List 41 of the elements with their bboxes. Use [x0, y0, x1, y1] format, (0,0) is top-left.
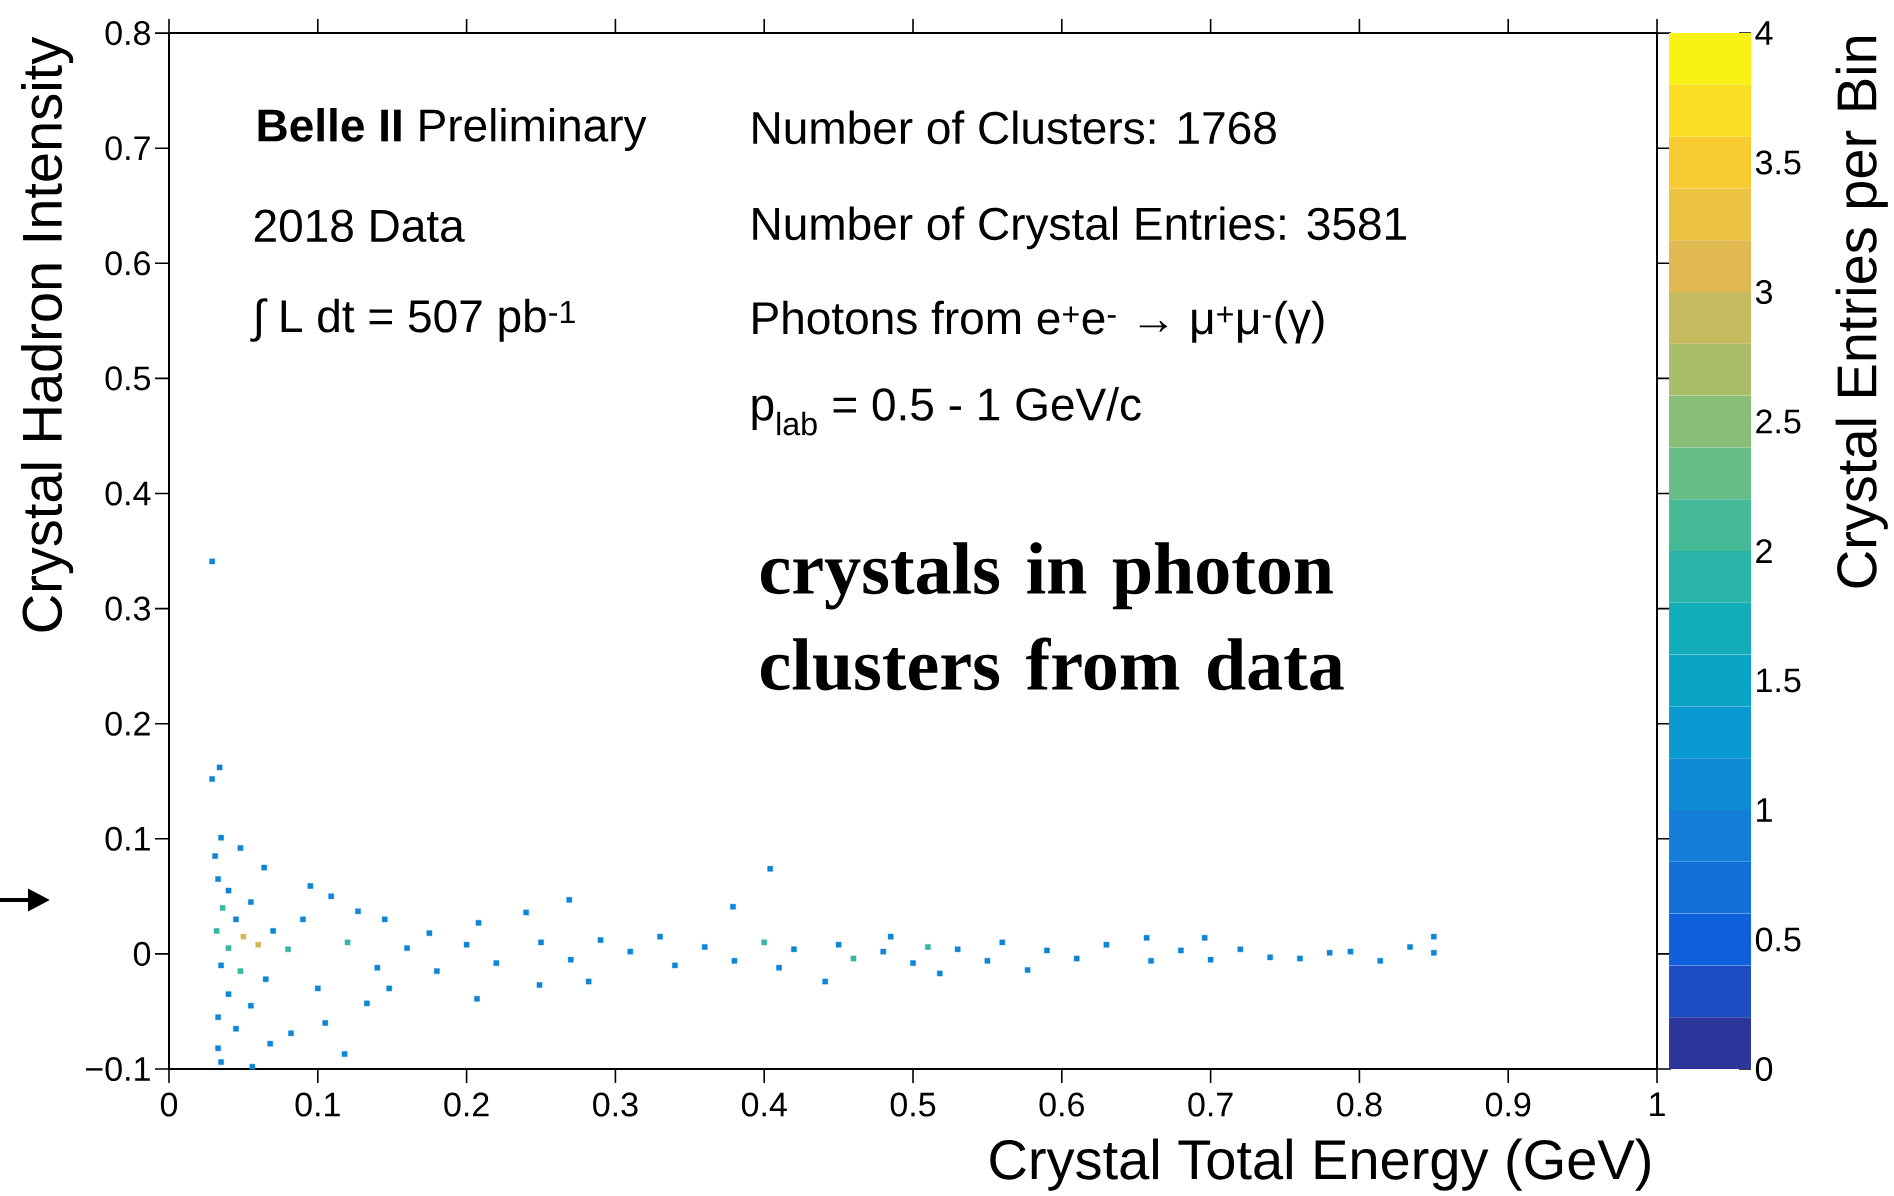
y-tick-label: 0.2: [105, 711, 150, 736]
x-tick-label: 0.1: [295, 1092, 340, 1117]
y-tick-label: −0.1: [86, 1056, 150, 1082]
y-tick-label: 0: [133, 941, 151, 966]
x-tick-label: 1: [1650, 1092, 1665, 1116]
annotation: crystals in photon clusters from data: [760, 542, 1344, 691]
color-bar-label: 3.5: [1755, 150, 1801, 175]
text: Photons from e$^{+}$e$^{-}$ → μ$^{+}$μ$^{-}$(γ): [753, 300, 1324, 344]
color-bar-label: 2: [1756, 539, 1772, 563]
color-bar-label: 3: [1755, 279, 1772, 305]
x-tick-label: 0.3: [593, 1092, 638, 1117]
color-bar-label: 2.5: [1756, 409, 1801, 434]
y-tick-label: 0.4: [105, 481, 151, 506]
color-bar-title: Crystal Entries per Bin: [1835, 36, 1888, 588]
y-tick-label: 0.1: [105, 826, 150, 851]
y-axis-title: Crystal Hadron Intensity: [21, 36, 74, 632]
y-tick-label: 0.3: [105, 596, 150, 621]
x-tick-label: 0.6: [1039, 1092, 1084, 1117]
annotation: Number of Clusters: 1768: [753, 110, 1276, 145]
y-tick-label: 0.7: [105, 136, 150, 161]
y-tick-label: 0.6: [105, 251, 150, 276]
color-bar-label: 1.5: [1757, 668, 1801, 693]
annotation: Number of Crystal Entries: 3581: [753, 206, 1406, 250]
x-tick-label: 0.2: [444, 1092, 489, 1117]
color-bar-label: 0: [1755, 1056, 1773, 1082]
x-tick-label: 0.9: [1485, 1092, 1531, 1117]
annotation: p$_{lab}$ = 0.5 - 1 GeV/c: [752, 387, 1141, 436]
color-bar-label: 0.5: [1755, 927, 1801, 952]
color-bar-label: 4: [1755, 21, 1773, 45]
x-tick-label: 0.8: [1337, 1092, 1382, 1117]
color-bar-label: 1: [1757, 798, 1772, 822]
x-tick-label: 0.5: [890, 1092, 936, 1117]
y-tick-label: 0.5: [105, 366, 151, 391]
x-tick-label: 0.7: [1188, 1092, 1233, 1117]
x-tick-label: 0: [160, 1092, 178, 1117]
x-axis-title: Crystal Total Energy (GeV): [990, 1138, 1650, 1191]
x-tick-label: 0.4: [741, 1092, 787, 1117]
annotation: ∫ L dt = 507 pb$^{-1}$: [250, 298, 575, 342]
y-tick-label: 0.8: [105, 21, 150, 46]
annotation: Belle II Preliminary: [258, 108, 647, 151]
annotation: 2018 Data: [254, 209, 465, 243]
